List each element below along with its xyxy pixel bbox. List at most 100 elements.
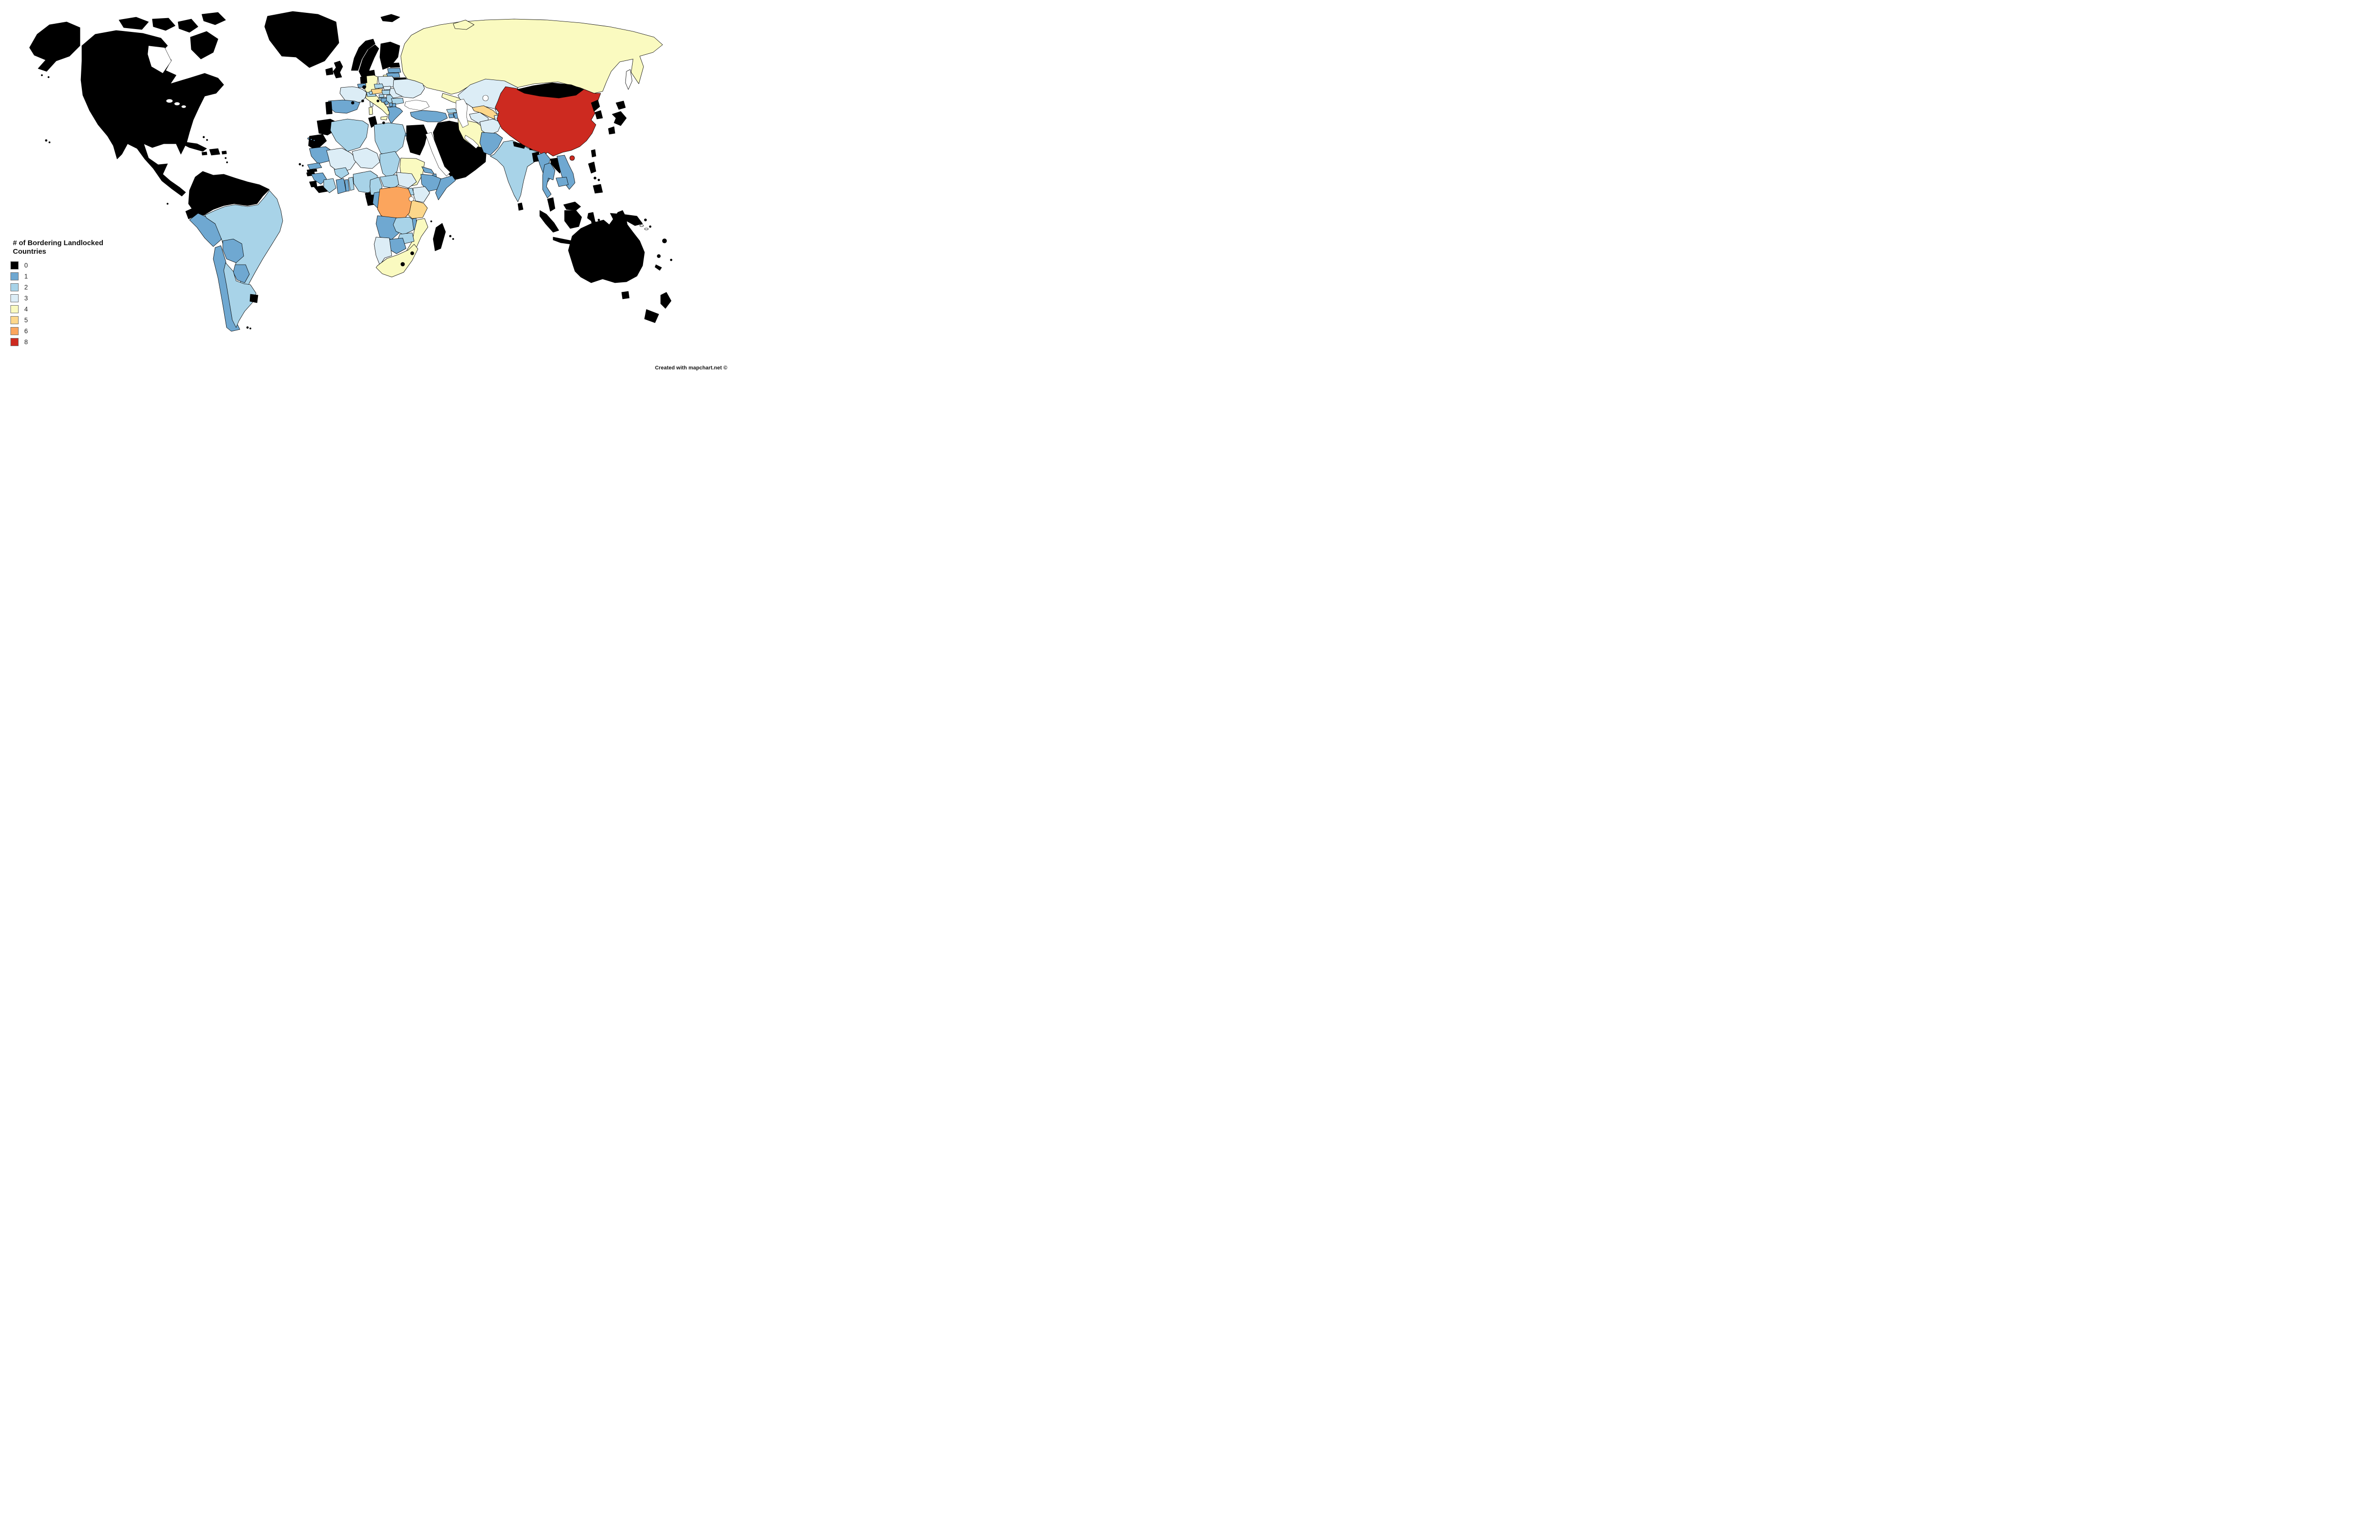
region-burkina-faso[interactable] (334, 167, 349, 179)
region-cuba[interactable] (182, 141, 207, 152)
region-united-kingdom[interactable] (333, 60, 343, 79)
region-liechtenstein[interactable] (369, 91, 373, 95)
region-alaska[interactable] (29, 21, 80, 72)
region-kosovo[interactable] (388, 102, 393, 107)
region-pakistan[interactable] (479, 132, 503, 156)
region-bahamas-1[interactable] (202, 136, 205, 139)
region-jamaica[interactable] (201, 151, 208, 156)
region-falklands-2[interactable] (249, 328, 251, 329)
region-niger[interactable] (352, 148, 380, 169)
region-egypt[interactable] (406, 124, 428, 156)
region-austria[interactable] (371, 88, 384, 95)
region-pacific-dot-1[interactable] (670, 258, 673, 261)
region-uzbekistan[interactable] (472, 105, 498, 119)
region-aleutian-1[interactable] (41, 74, 43, 76)
region-japan-hokkaido[interactable] (615, 100, 626, 110)
region-mali[interactable] (326, 148, 357, 173)
region-georgia[interactable] (446, 108, 457, 114)
region-comoros[interactable] (430, 220, 432, 222)
region-zambia[interactable] (393, 217, 416, 235)
region-south-africa[interactable] (376, 244, 418, 278)
region-slovenia[interactable] (378, 94, 385, 98)
region-arctic-island-1[interactable] (119, 17, 149, 30)
region-canary-1[interactable] (307, 137, 310, 140)
region-antilles-2[interactable] (226, 161, 228, 163)
region-finland[interactable] (379, 41, 400, 70)
region-luzon[interactable] (588, 161, 596, 174)
region-cape-verde-1[interactable] (298, 163, 301, 166)
region-malaysia-borneo[interactable] (563, 201, 581, 211)
region-ireland[interactable] (325, 67, 334, 76)
region-south-sudan[interactable] (396, 172, 417, 189)
region-andorra[interactable] (351, 101, 355, 105)
region-western-sahara[interactable] (308, 134, 327, 151)
region-togo[interactable] (344, 179, 350, 192)
region-taiwan[interactable] (591, 149, 596, 158)
region-mindanao[interactable] (593, 184, 603, 194)
region-mauritius[interactable] (449, 235, 452, 238)
region-somalia[interactable] (435, 175, 456, 200)
region-greece[interactable] (387, 106, 403, 124)
region-sri-lanka[interactable] (517, 202, 524, 211)
region-sardinia[interactable] (368, 107, 373, 115)
region-vanuatu[interactable] (657, 254, 661, 258)
region-ivory-coast[interactable] (323, 178, 337, 193)
region-reunion[interactable] (452, 238, 454, 240)
region-arctic-island-3[interactable] (178, 19, 198, 33)
region-eswatini[interactable] (410, 251, 414, 255)
region-japan-kyushu[interactable] (608, 126, 615, 135)
region-canary-3[interactable] (313, 139, 315, 141)
region-india[interactable] (490, 140, 540, 202)
region-nz-north-island[interactable] (660, 292, 672, 309)
region-portugal[interactable] (325, 101, 333, 115)
region-san-marino[interactable] (377, 99, 379, 102)
region-central-african-republic[interactable] (379, 174, 403, 189)
region-novaya-zemlya[interactable] (453, 20, 475, 30)
region-estonia[interactable] (389, 62, 400, 68)
region-new-caledonia[interactable] (654, 264, 662, 271)
region-new-britain[interactable] (644, 219, 647, 221)
region-namibia[interactable] (374, 237, 392, 266)
region-south-korea[interactable] (595, 110, 603, 119)
region-spain[interactable] (328, 99, 360, 114)
region-solomon-1[interactable] (639, 224, 644, 227)
region-north-america-mainland[interactable] (80, 30, 224, 197)
region-galapagos[interactable] (167, 203, 169, 205)
region-turkey[interactable] (410, 110, 448, 122)
region-aleutian-2[interactable] (48, 76, 50, 78)
region-monaco[interactable] (361, 99, 364, 102)
region-ukraine[interactable] (393, 79, 425, 99)
region-armenia[interactable] (448, 113, 455, 119)
region-gambia[interactable] (307, 169, 317, 173)
region-moluccas-1[interactable] (597, 219, 600, 221)
region-visayas-1[interactable] (594, 177, 596, 179)
region-lesotho[interactable] (400, 262, 405, 267)
region-malaysia-peninsula[interactable] (547, 197, 555, 212)
region-sicily[interactable] (380, 116, 388, 120)
region-latvia[interactable] (387, 68, 401, 73)
region-puerto-rico[interactable] (221, 150, 227, 155)
region-north-korea[interactable] (591, 99, 600, 112)
region-sakhalin[interactable] (625, 69, 633, 90)
region-france[interactable] (339, 86, 367, 103)
region-arctic-island-2[interactable] (152, 18, 176, 31)
region-russia[interactable] (400, 19, 663, 95)
region-benin[interactable] (348, 177, 355, 191)
region-japan-honshu[interactable] (612, 111, 627, 126)
region-visayas-2[interactable] (597, 179, 600, 181)
region-bahamas-2[interactable] (206, 139, 208, 141)
region-montenegro[interactable] (384, 100, 389, 105)
region-cambodia[interactable] (555, 177, 569, 187)
region-hawaii[interactable] (45, 139, 48, 142)
region-vietnam[interactable] (556, 155, 575, 190)
region-czechia[interactable] (374, 83, 384, 89)
region-australia[interactable] (568, 210, 645, 283)
region-luxembourg[interactable] (362, 85, 366, 89)
region-uruguay[interactable] (249, 294, 258, 303)
region-kalimantan[interactable] (564, 210, 582, 229)
region-madagascar[interactable] (433, 223, 446, 251)
region-hainan[interactable] (569, 155, 575, 161)
region-greenland[interactable] (264, 11, 339, 68)
region-norway[interactable] (351, 39, 376, 71)
region-equatorial-guinea[interactable] (365, 192, 371, 196)
